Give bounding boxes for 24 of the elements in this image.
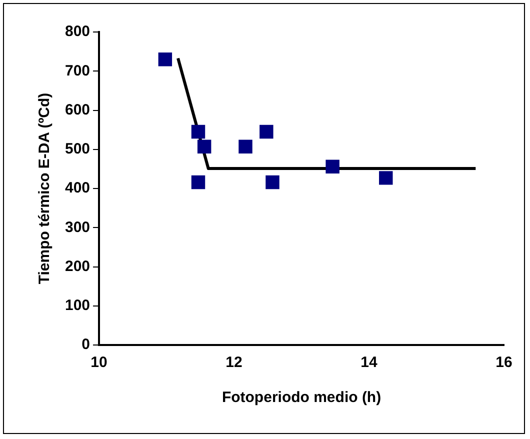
y-tick-label: 400 [64,180,90,197]
y-tick-label: 0 [82,336,90,354]
x-tick-label: 10 [90,354,108,372]
x-tick-label: 14 [360,354,378,372]
point [191,124,206,139]
point [197,140,212,154]
y-tick-label: 200 [64,258,90,275]
point [191,175,206,190]
y-tick-label: 300 [64,218,90,236]
point [238,140,252,154]
y-tick-label: 500 [64,140,90,158]
y-tick-label: 700 [64,62,90,80]
x-tick-label: 12 [226,354,242,372]
x-axis-title: Fotoperiodo medio (h) [222,389,382,406]
point [379,171,393,185]
point [266,175,280,190]
point [158,52,172,66]
x-tick-label: 16 [496,354,512,372]
y-tick-label: 800 [64,23,90,40]
point [326,160,340,174]
y-axis-title: Tiempo térmico E-DA (ºCd) [36,92,54,284]
point [260,124,274,139]
y-tick-label: 100 [64,297,90,314]
y-tick-label: 600 [64,101,90,118]
